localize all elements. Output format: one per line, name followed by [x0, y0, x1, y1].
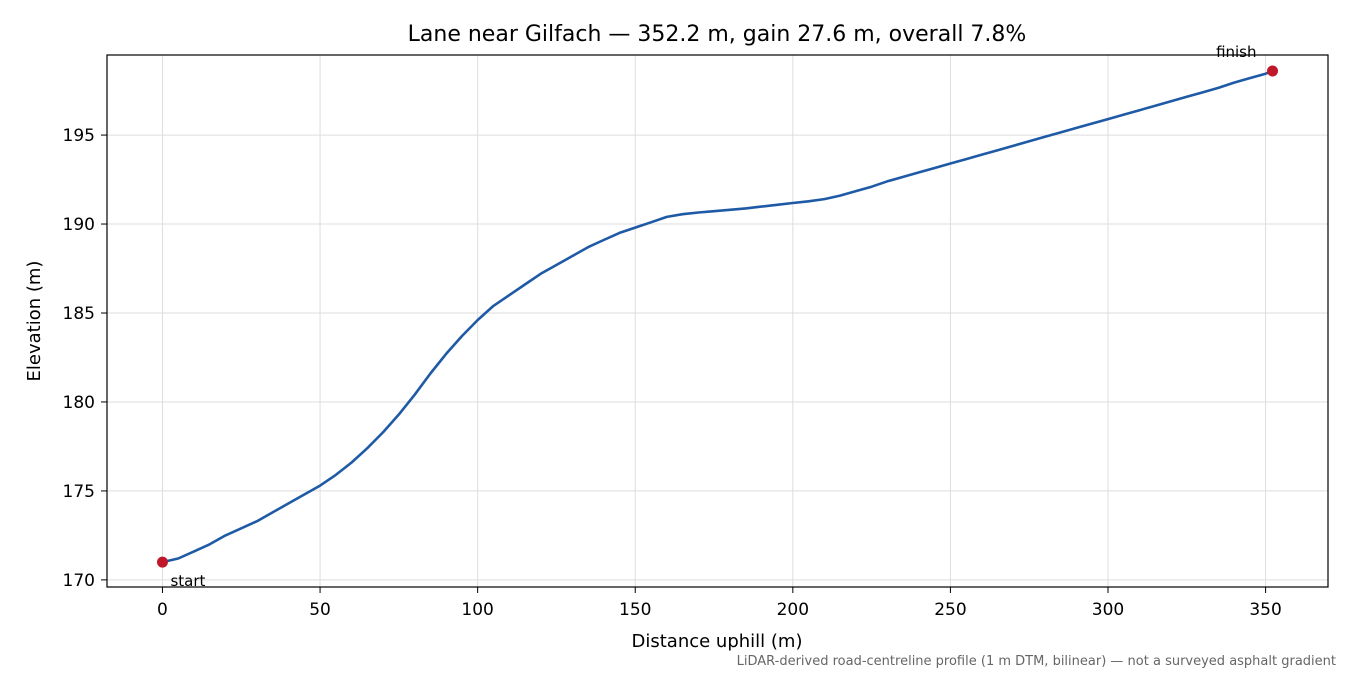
x-tick-label: 250 — [934, 600, 966, 620]
y-tick-label: 170 — [63, 571, 95, 591]
finish-annotation: finish — [1216, 43, 1256, 61]
series-layer — [162, 69, 1273, 564]
y-tick-label: 195 — [63, 126, 95, 146]
start-annotation: start — [170, 572, 205, 590]
x-tick-label: 200 — [777, 600, 809, 620]
y-tick-label: 175 — [63, 482, 95, 502]
y-axis-ticks: 170 175 180 185 190 195 — [63, 126, 107, 591]
y-tick-label: 185 — [63, 304, 95, 324]
x-tick-label: 350 — [1249, 600, 1281, 620]
plot-area-frame — [106, 54, 1329, 588]
y-tick-label: 190 — [63, 215, 95, 235]
x-tick-label: 150 — [619, 600, 651, 620]
grid — [107, 55, 1328, 587]
footnote: LiDAR-derived road-centreline profile (1… — [737, 654, 1336, 669]
y-tick-label: 180 — [63, 393, 95, 413]
elevation-line — [162, 69, 1273, 564]
finish-marker — [1267, 65, 1279, 77]
x-axis-ticks: 0 50 100 150 200 250 300 350 — [157, 587, 1282, 620]
x-tick-label: 50 — [309, 600, 331, 620]
markers-layer: start finish — [156, 43, 1279, 590]
x-axis-label: Distance uphill (m) — [632, 631, 803, 652]
x-tick-label: 0 — [157, 600, 168, 620]
x-tick-label: 100 — [461, 600, 493, 620]
chart-title: Lane near Gilfach — 352.2 m, gain 27.6 m… — [408, 22, 1027, 47]
y-axis-label: Elevation (m) — [24, 261, 45, 382]
start-marker — [156, 556, 168, 568]
x-tick-label: 300 — [1092, 600, 1124, 620]
